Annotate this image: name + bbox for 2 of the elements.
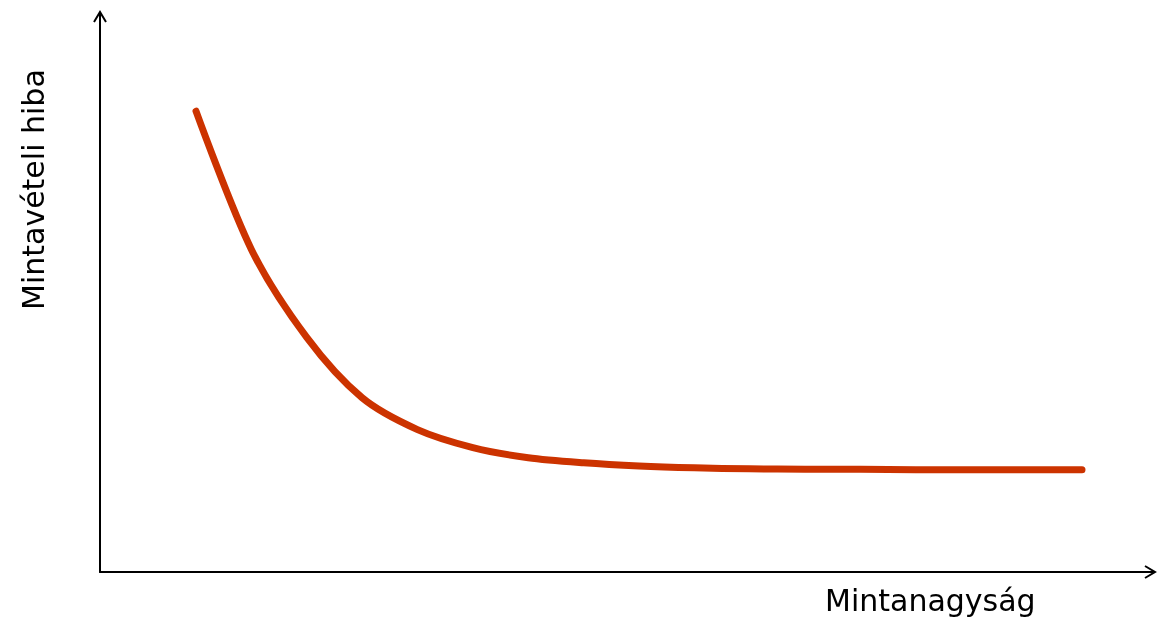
y-axis-title: Mintavételi hiba	[15, 69, 51, 310]
x-axis-title: Mintanagyság	[825, 582, 1036, 618]
